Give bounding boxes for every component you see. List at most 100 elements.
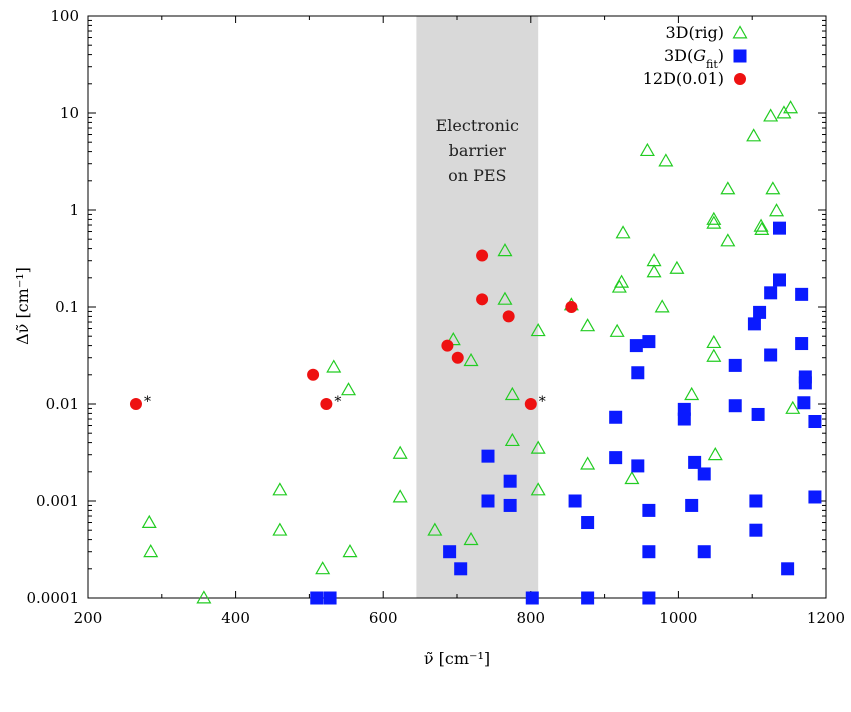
- rig-point: [530, 440, 546, 454]
- twelve-d-point: [441, 339, 454, 352]
- x-tick-label: 1000: [659, 609, 697, 627]
- data-points-group: * * *: [129, 100, 822, 605]
- gfit-point: [781, 562, 795, 576]
- twelve-d-point: [129, 398, 142, 410]
- gfit-point: [808, 490, 822, 504]
- rig-point: [580, 456, 596, 470]
- gfit-point: [749, 494, 763, 508]
- rig-point: [707, 447, 723, 461]
- gfit-point: [685, 498, 699, 512]
- x-tick-label: 600: [369, 609, 398, 627]
- gfit-point: [773, 273, 787, 287]
- rig-point: [392, 445, 408, 459]
- rig-point: [504, 432, 520, 447]
- rig-point: [658, 153, 674, 167]
- gfit-point: [797, 396, 811, 410]
- rig-point: [624, 470, 640, 485]
- gfit-point: [581, 516, 595, 530]
- rig-point: [765, 181, 781, 195]
- twelve-d-point: [565, 301, 578, 313]
- rig-point: [143, 544, 159, 558]
- rig-point: [530, 482, 546, 496]
- y-axis-label: Δν̃ [cm⁻¹]: [13, 267, 32, 345]
- rig-point: [769, 203, 785, 217]
- rig-point: [497, 291, 513, 305]
- rig-point: [706, 334, 722, 349]
- rig-point: [654, 299, 670, 313]
- y-tick-label: 100: [50, 7, 79, 25]
- gfit-point: [323, 591, 337, 605]
- gfit-point: [764, 286, 778, 300]
- rig-point: [785, 400, 801, 414]
- gfit-point: [795, 287, 809, 301]
- rig-point: [504, 386, 520, 401]
- rig-point: [720, 233, 736, 247]
- y-tick-label: 0.001: [36, 492, 79, 510]
- gfit-point: [443, 545, 457, 559]
- twelve-d-point: [524, 398, 537, 410]
- rig-point: [615, 225, 631, 239]
- x-tick-label: 400: [221, 609, 250, 627]
- gfit-point: [642, 503, 656, 517]
- twelve-d-point: [476, 293, 489, 306]
- rig-point: [646, 264, 662, 278]
- rig-point: [609, 323, 625, 337]
- band-label-line: barrier: [449, 141, 507, 160]
- gfit-point: [747, 317, 761, 331]
- rig-point: [315, 561, 331, 575]
- rig-point: [427, 522, 443, 536]
- axes-group: 200 400 600 800 1000 1200 0.0001 0.001 0.01 0.1 1 1…: [27, 7, 846, 627]
- rig-point: [753, 218, 769, 232]
- rig-point: [272, 482, 288, 496]
- twelve-d-point: [451, 351, 464, 364]
- gfit-point: [798, 376, 812, 390]
- gfit-point: [688, 455, 702, 469]
- rig-point: [530, 322, 546, 337]
- legend-marker: [734, 73, 746, 85]
- rig-point: [392, 489, 408, 503]
- gfit-point: [677, 412, 691, 426]
- gfit-point: [503, 474, 517, 488]
- gfit-point: [481, 449, 495, 463]
- gfit-point: [631, 459, 645, 473]
- barrier-band: [416, 16, 539, 598]
- legend-marker: [733, 49, 747, 63]
- gfit-point: [728, 358, 742, 372]
- rig-point: [272, 522, 288, 536]
- y-tick-label: 0.01: [46, 395, 79, 413]
- gfit-point: [310, 591, 324, 605]
- asterisk-note: *: [334, 394, 341, 410]
- gfit-point: [481, 494, 495, 508]
- gfit-point: [454, 562, 468, 576]
- rig-point: [746, 128, 762, 142]
- twelve-d-point: [502, 310, 515, 323]
- gfit-point: [795, 337, 809, 351]
- gfit-point: [753, 305, 767, 319]
- gfit-point: [764, 348, 778, 362]
- gfit-point: [631, 366, 645, 380]
- asterisk-note: *: [539, 394, 546, 410]
- rig-point: [754, 221, 770, 235]
- y-tick-label: 0.0001: [27, 589, 80, 607]
- rig-point: [639, 142, 655, 157]
- twelve-d-point: [320, 398, 333, 410]
- gfit-point: [568, 494, 582, 508]
- rig-point: [720, 181, 736, 195]
- legend: 3D(rig) 3D(Gfit)12D(0.01): [643, 23, 748, 88]
- rig-point: [669, 260, 685, 274]
- gfit-point: [581, 591, 595, 605]
- gfit-point: [697, 467, 711, 481]
- gfit-point: [728, 399, 742, 413]
- asterisk-note: *: [144, 394, 151, 410]
- y-tick-label: 1: [69, 201, 79, 219]
- rig-point: [706, 348, 722, 362]
- x-tick-label: 1200: [807, 609, 845, 627]
- gfit-point: [773, 221, 787, 235]
- gfit-point: [503, 498, 517, 512]
- x-axis-label: ν̃ [cm⁻¹]: [424, 649, 490, 668]
- legend-label: 3D(rig): [666, 23, 725, 42]
- rig-point: [706, 211, 722, 225]
- gfit-point: [642, 545, 656, 559]
- rig-point: [614, 274, 630, 288]
